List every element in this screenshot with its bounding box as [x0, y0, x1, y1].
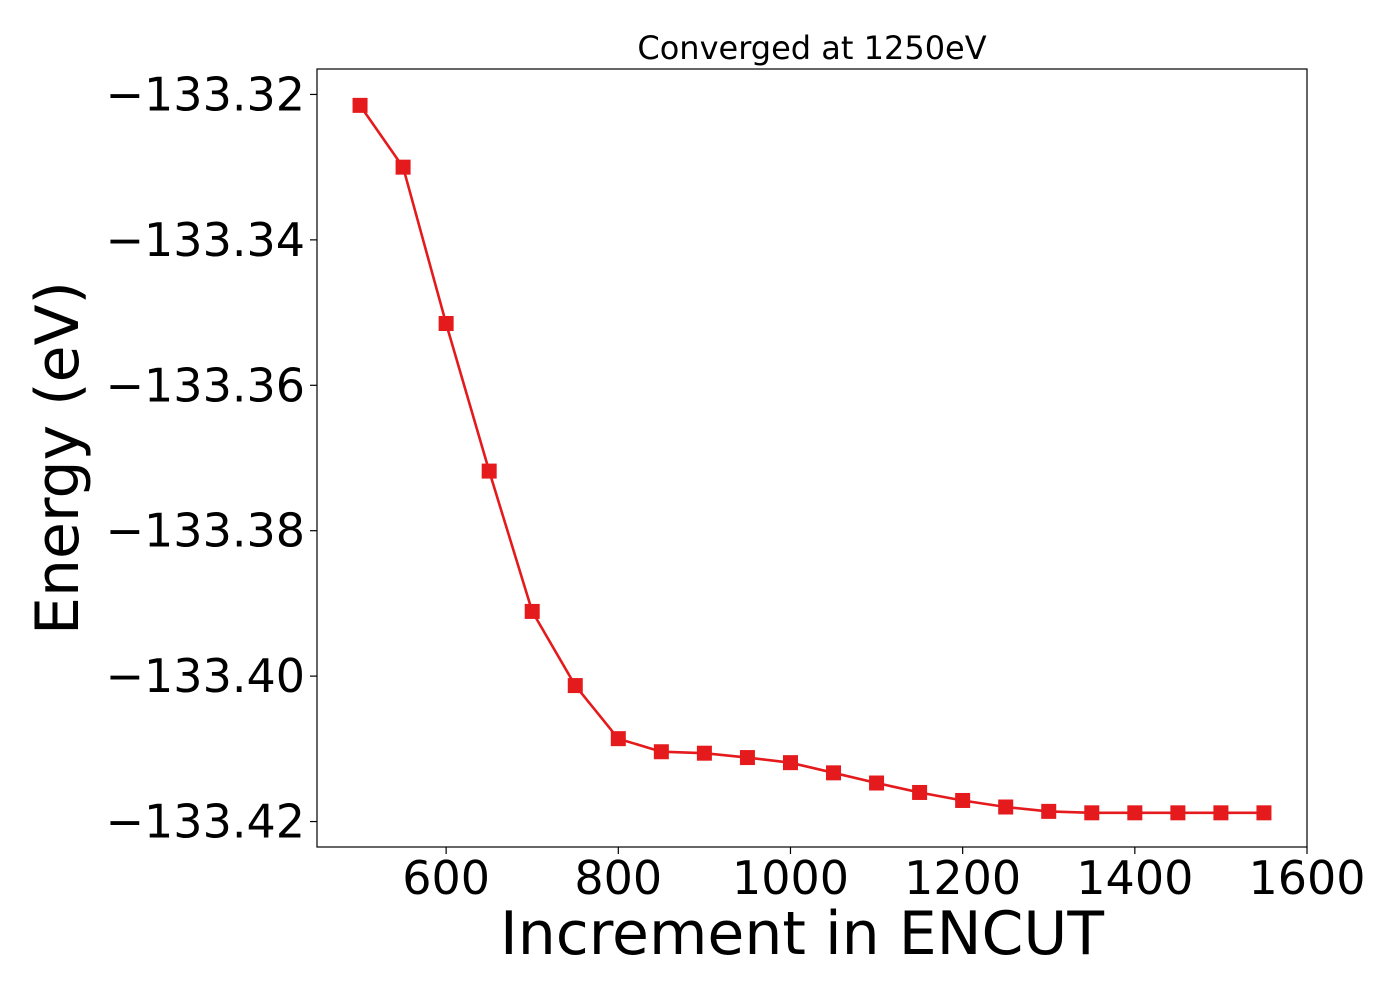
data-point-marker: [481, 463, 497, 479]
x-tick-label: 600: [402, 851, 490, 905]
data-point-marker: [912, 784, 928, 800]
data-point-marker: [739, 750, 755, 766]
data-point-marker: [782, 755, 798, 771]
plot-frame: [316, 68, 1308, 848]
x-tick-label: 800: [574, 851, 662, 905]
x-tick-label: 1400: [1076, 851, 1193, 905]
data-point-marker: [524, 603, 540, 619]
data-point-marker: [1213, 805, 1229, 821]
data-point-marker: [1041, 803, 1057, 819]
y-tick-label: −133.36: [106, 358, 306, 412]
y-tick-label: −133.32: [106, 67, 306, 121]
x-tick-label: 1200: [904, 851, 1021, 905]
data-point-marker: [1084, 805, 1100, 821]
data-point-marker: [696, 745, 712, 761]
series-line: [358, 104, 1264, 815]
data-point-marker: [1127, 805, 1143, 821]
x-tick-label: 1600: [1248, 851, 1365, 905]
chart-title: Converged at 1250eV: [637, 29, 986, 67]
data-point-marker: [869, 775, 885, 791]
data-point-marker: [1170, 805, 1186, 821]
x-axis: 600 800 1000 1200 1400 1600: [402, 847, 1366, 905]
data-point-marker: [352, 97, 368, 113]
y-tick-label: −133.38: [106, 504, 306, 558]
data-point-marker: [610, 731, 626, 747]
x-axis-label: Increment in ENCUT: [500, 899, 1104, 969]
y-axis: −133.32 −133.34 −133.36 −133.38 −133.40 −133.…: [106, 67, 317, 849]
y-axis-label: Energy (eV): [23, 281, 93, 635]
data-point-marker: [653, 744, 669, 760]
data-point-marker: [1256, 805, 1272, 821]
data-point-marker: [955, 792, 971, 808]
y-tick-label: −133.34: [106, 213, 306, 267]
data-point-marker: [395, 159, 411, 175]
data-point-marker: [438, 315, 454, 331]
data-point-marker: [567, 678, 583, 694]
data-point-marker: [826, 765, 842, 781]
y-tick-label: −133.40: [106, 649, 306, 703]
data-point-marker: [998, 799, 1014, 815]
x-tick-label: 1000: [732, 851, 849, 905]
y-tick-label: −133.42: [106, 795, 306, 849]
series-layer: [352, 97, 1272, 821]
